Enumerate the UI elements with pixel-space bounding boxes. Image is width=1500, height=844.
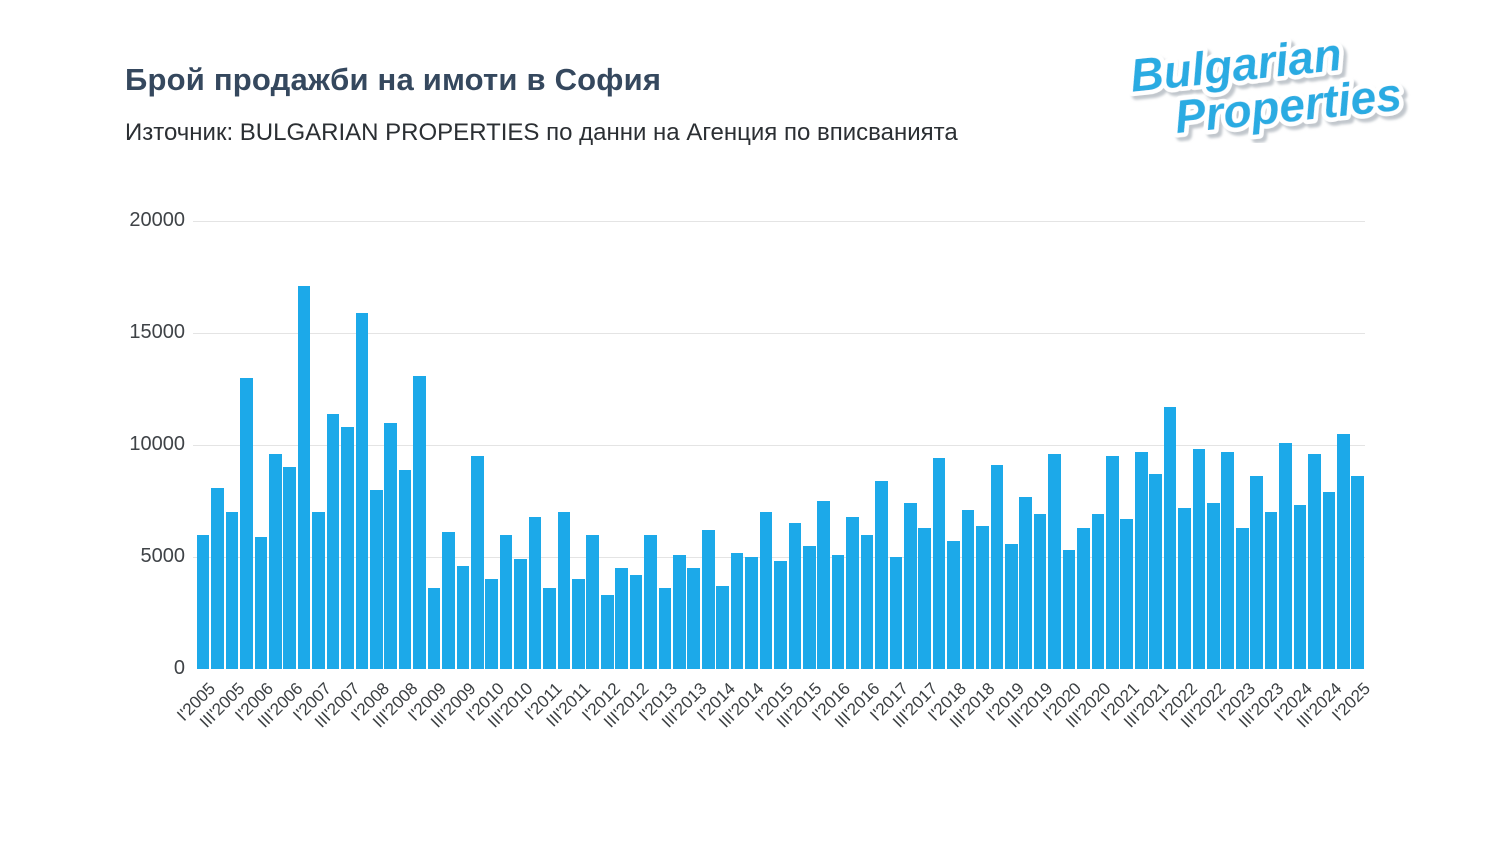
- bar[interactable]: [1077, 527, 1090, 669]
- bar[interactable]: [802, 545, 816, 669]
- bar[interactable]: [1250, 476, 1263, 669]
- bar[interactable]: [499, 534, 513, 669]
- bar[interactable]: [456, 565, 470, 669]
- bar[interactable]: [1264, 512, 1278, 669]
- bar[interactable]: [1178, 507, 1191, 669]
- gridline-15000: [193, 333, 1365, 334]
- chart-title: Брой продажби на имоти в София: [125, 62, 662, 97]
- gridline-20000: [193, 221, 1365, 222]
- bar[interactable]: [398, 469, 412, 669]
- bar[interactable]: [673, 554, 686, 669]
- gridline-10000: [193, 445, 1365, 446]
- bar[interactable]: [1019, 496, 1033, 669]
- bar[interactable]: [658, 588, 672, 669]
- bar[interactable]: [600, 595, 614, 669]
- bar[interactable]: [341, 427, 354, 669]
- y-tick-label: 0: [173, 657, 185, 679]
- bar[interactable]: [730, 552, 744, 669]
- bar[interactable]: [1106, 456, 1119, 669]
- bar[interactable]: [817, 501, 830, 669]
- y-tick-label: 10000: [129, 433, 185, 455]
- bar[interactable]: [326, 413, 340, 669]
- bar[interactable]: [903, 503, 917, 669]
- bar[interactable]: [860, 534, 874, 669]
- bar[interactable]: [312, 512, 325, 669]
- bar[interactable]: [889, 557, 903, 669]
- bar[interactable]: [644, 534, 657, 669]
- chart-source: Източник: BULGARIAN PROPERTIES по данни …: [125, 119, 958, 146]
- bar[interactable]: [514, 559, 527, 669]
- gridline-5000: [193, 557, 1365, 558]
- bar[interactable]: [629, 574, 643, 669]
- bar[interactable]: [355, 312, 369, 669]
- bar[interactable]: [240, 377, 253, 669]
- bar[interactable]: [384, 422, 398, 669]
- bar[interactable]: [211, 487, 224, 669]
- bar[interactable]: [268, 453, 282, 669]
- bar[interactable]: [1120, 518, 1134, 669]
- bar[interactable]: [1279, 442, 1292, 669]
- bar[interactable]: [297, 285, 311, 669]
- bar[interactable]: [196, 534, 210, 669]
- bar[interactable]: [413, 375, 426, 669]
- bar[interactable]: [990, 465, 1004, 669]
- bar[interactable]: [1192, 449, 1206, 669]
- bar[interactable]: [1149, 474, 1162, 669]
- bar[interactable]: [745, 557, 758, 669]
- y-axis: 0 5000 10000 15000 20000: [0, 209, 186, 679]
- bar[interactable]: [586, 534, 600, 669]
- plot-area: [193, 221, 1365, 669]
- bar[interactable]: [1293, 505, 1307, 669]
- bar[interactable]: [759, 512, 773, 669]
- bar[interactable]: [1033, 514, 1047, 669]
- bar[interactable]: [1322, 492, 1336, 669]
- bar[interactable]: [543, 588, 556, 669]
- brand-logo-image: Bulgarian Properties: [1123, 23, 1408, 147]
- bar[interactable]: [932, 458, 946, 669]
- bar[interactable]: [485, 579, 499, 669]
- bar[interactable]: [225, 512, 239, 669]
- bar[interactable]: [918, 527, 932, 669]
- bar[interactable]: [471, 456, 484, 669]
- bar[interactable]: [442, 532, 455, 669]
- bar[interactable]: [369, 489, 383, 669]
- bar[interactable]: [961, 509, 975, 669]
- bar[interactable]: [846, 516, 859, 669]
- bar[interactable]: [427, 588, 441, 669]
- bar[interactable]: [1351, 476, 1364, 669]
- bar[interactable]: [528, 516, 542, 669]
- brand-logo: Bulgarian Properties: [1118, 23, 1428, 147]
- bar[interactable]: [283, 467, 297, 669]
- y-tick-label: 20000: [129, 209, 185, 231]
- bar[interactable]: [254, 536, 268, 669]
- x-axis: I'2005 III'2005 I'2006 III'2006 I'2007 III'20…: [173, 679, 1375, 732]
- bar[interactable]: [1207, 503, 1220, 669]
- bar[interactable]: [701, 530, 715, 669]
- bar[interactable]: [1048, 453, 1061, 669]
- bar[interactable]: [1091, 514, 1105, 669]
- bar[interactable]: [1163, 406, 1177, 669]
- bar[interactable]: [615, 568, 628, 669]
- bar[interactable]: [687, 568, 701, 669]
- bar[interactable]: [774, 561, 787, 669]
- bar[interactable]: [1004, 543, 1018, 669]
- bar[interactable]: [1235, 527, 1249, 669]
- bar[interactable]: [875, 480, 888, 669]
- y-tick-label: 15000: [129, 321, 185, 343]
- bar[interactable]: [947, 541, 960, 669]
- bar[interactable]: [831, 554, 845, 669]
- bar[interactable]: [1221, 451, 1235, 669]
- bar[interactable]: [1308, 453, 1321, 669]
- bar[interactable]: [1062, 550, 1076, 669]
- y-tick-label: 5000: [140, 545, 186, 567]
- bar[interactable]: [716, 586, 729, 669]
- bar[interactable]: [572, 579, 585, 669]
- bar[interactable]: [1134, 451, 1148, 669]
- bar[interactable]: [1336, 433, 1350, 669]
- bar[interactable]: [976, 525, 989, 669]
- bar[interactable]: [788, 523, 802, 669]
- bar[interactable]: [557, 512, 571, 669]
